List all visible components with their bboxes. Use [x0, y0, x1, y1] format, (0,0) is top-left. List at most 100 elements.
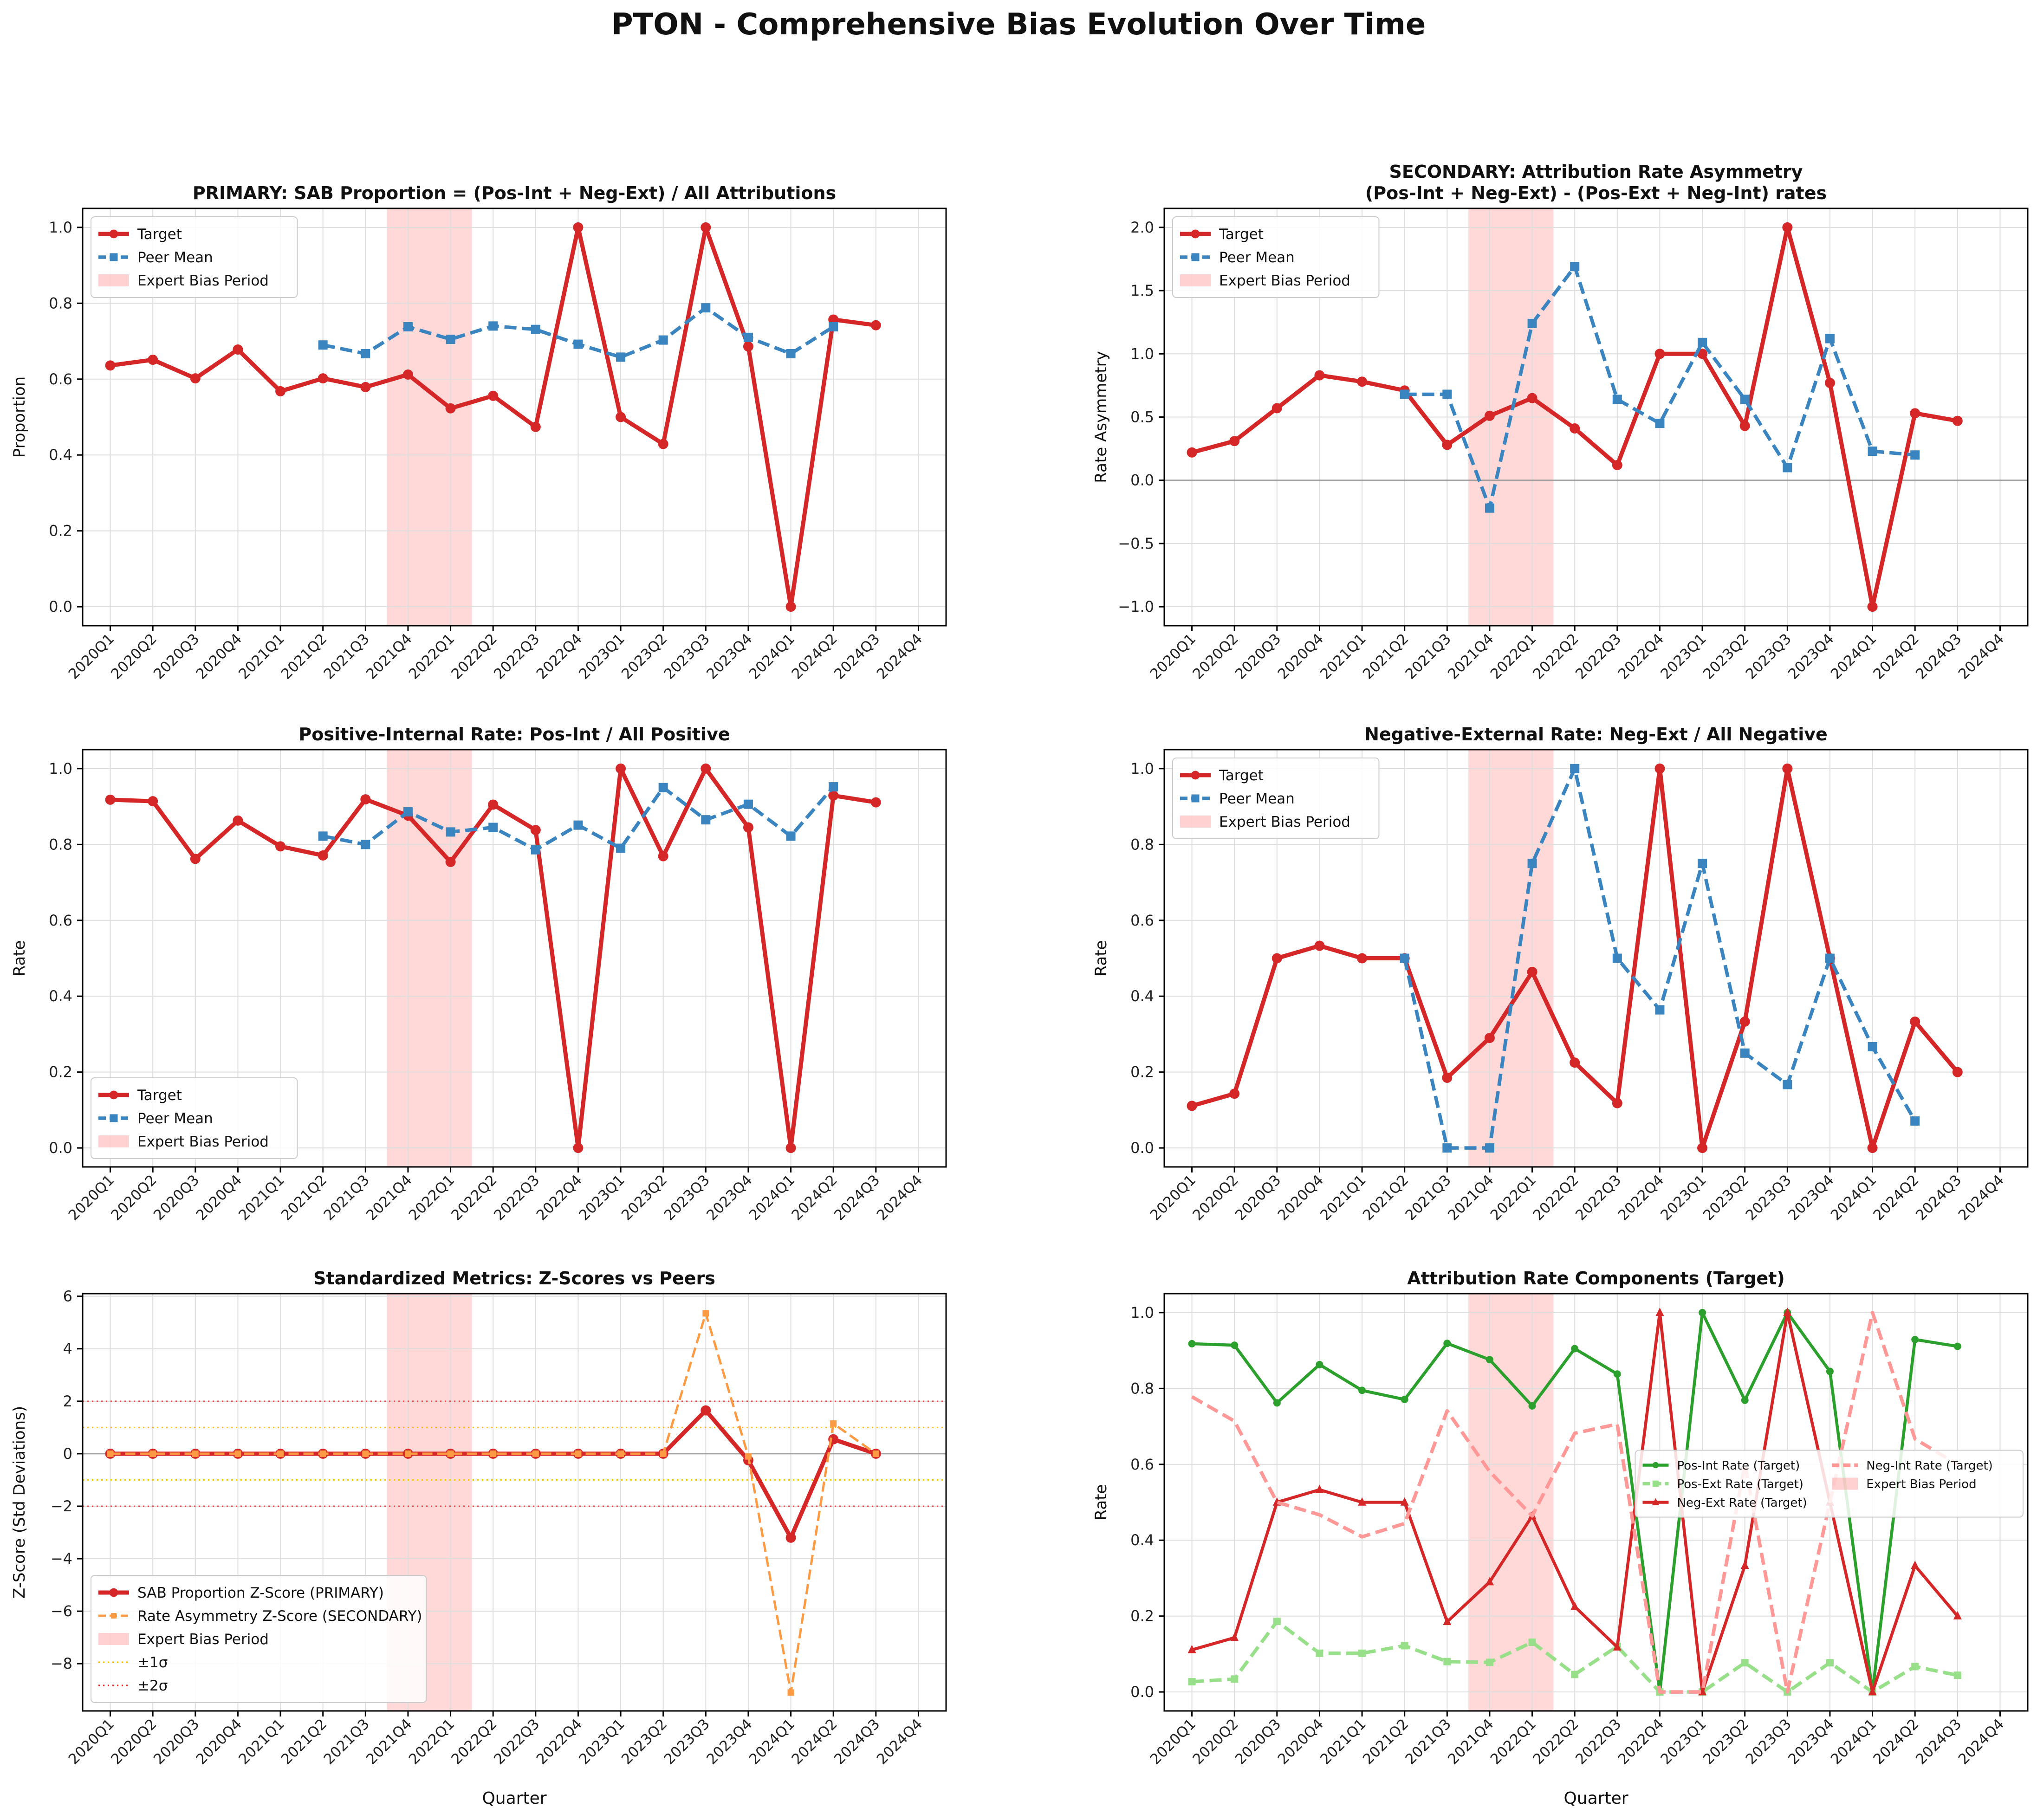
- legend-item: Rate Asymmetry Z-Score (SECONDARY): [98, 1608, 422, 1625]
- y-tick-label: 0.6: [1130, 1456, 1154, 1473]
- data-point: [190, 854, 201, 864]
- data-point: [1484, 410, 1495, 421]
- y-tick-label: 0.2: [1130, 1063, 1154, 1081]
- x-tick-label: 2024Q2: [788, 630, 840, 682]
- y-tick-label: 0.4: [1130, 987, 1154, 1005]
- data-point: [1740, 1561, 1749, 1569]
- legend-item: Target: [98, 226, 182, 243]
- legend-label: Expert Bias Period: [1219, 814, 1350, 830]
- legend-label: Target: [1219, 226, 1264, 243]
- y-tick-label: 0.0: [1130, 1139, 1154, 1157]
- subplot-title: Attribution Rate Components (Target): [1407, 1268, 1784, 1289]
- x-tick-label: 2022Q3: [491, 1172, 543, 1224]
- legend-marker: [1652, 1462, 1659, 1469]
- data-point: [616, 763, 626, 774]
- x-tick-label: 2020Q2: [108, 630, 160, 682]
- y-tick-label: 0.4: [1130, 1531, 1154, 1549]
- legend-box: [91, 1575, 427, 1703]
- data-point: [446, 334, 455, 344]
- subplot-title-line-2: (Pos-Int + Neg-Ext) - (Pos-Ext + Neg-Int…: [1365, 183, 1827, 203]
- data-point: [1698, 859, 1707, 868]
- x-tick-label: 2024Q1: [1828, 630, 1880, 682]
- legend-item: Neg-Ext Rate (Target): [1642, 1496, 1807, 1510]
- data-point: [488, 823, 498, 832]
- legend-item: ±2σ: [98, 1678, 168, 1694]
- x-tick-label: 2021Q2: [278, 630, 330, 682]
- x-tick-label: 2022Q4: [1615, 1716, 1667, 1768]
- legend-marker: [1191, 794, 1200, 803]
- legend-label: Target: [137, 1087, 182, 1104]
- data-point: [1229, 1088, 1240, 1099]
- subplot-3: 0.0 0.2 0.4 0.6 0.8 1.0 2020Q12020Q22020Q32020…: [10, 724, 947, 1224]
- y-tick-label: 1.0: [1130, 345, 1154, 363]
- subplot-title: Standardized Metrics: Z-Scores vs Peers: [313, 1268, 715, 1289]
- series-peer-mean: [318, 782, 838, 855]
- y-tick-label: 1.0: [49, 219, 72, 236]
- data-point: [149, 1450, 156, 1457]
- data-point: [318, 340, 328, 350]
- legend-label: Target: [1219, 767, 1264, 784]
- legend-label: Peer Mean: [137, 1110, 213, 1127]
- data-point: [660, 1450, 667, 1457]
- legend-label: Pos-Int Rate (Target): [1677, 1459, 1800, 1473]
- data-point: [573, 1143, 584, 1153]
- data-point: [573, 820, 583, 830]
- x-tick-label: 2022Q3: [1572, 1172, 1624, 1224]
- data-point: [1231, 1675, 1239, 1683]
- data-point: [1571, 1671, 1579, 1678]
- data-point: [190, 373, 201, 384]
- data-point: [1952, 415, 1963, 426]
- y-tick-label: 0.4: [49, 987, 72, 1005]
- data-point: [1740, 1048, 1750, 1058]
- data-point: [830, 1420, 837, 1427]
- x-tick-label: 2021Q3: [1402, 1172, 1454, 1224]
- data-point: [1655, 1005, 1665, 1015]
- x-tick-label: 2024Q1: [746, 1716, 798, 1768]
- data-point: [616, 843, 626, 853]
- x-tick-label: 2020Q1: [1147, 1172, 1199, 1224]
- x-tick-label: 2024Q3: [831, 1716, 883, 1768]
- data-point: [488, 390, 499, 401]
- x-tick-label: 2022Q2: [1530, 1172, 1582, 1224]
- data-point: [1315, 1484, 1324, 1493]
- x-tick-label: 2023Q1: [1657, 1716, 1709, 1768]
- data-point: [1826, 1367, 1834, 1375]
- data-point: [1911, 1663, 1919, 1671]
- x-tick-label: 2021Q3: [321, 1172, 373, 1224]
- axes-frame: [82, 1293, 947, 1712]
- data-point: [1314, 370, 1325, 381]
- series-target: [1187, 222, 1963, 612]
- legend: Target Peer Mean Expert Bias Period: [1172, 216, 1380, 298]
- data-point: [318, 831, 328, 841]
- x-tick-label: 2024Q3: [1913, 630, 1965, 682]
- data-point: [1867, 602, 1878, 612]
- legend-item: Peer Mean: [98, 1110, 213, 1127]
- legend-swatch: [98, 1135, 129, 1147]
- data-point: [107, 1450, 114, 1457]
- x-tick-label: 2020Q3: [1232, 1716, 1284, 1768]
- data-point: [785, 1532, 796, 1543]
- x-tick-label: 2021Q4: [363, 1172, 415, 1224]
- x-tick-label: 2023Q4: [703, 1172, 755, 1224]
- legend-item: Target: [1180, 767, 1264, 784]
- data-point: [490, 1450, 497, 1457]
- y-tick-label: 2.0: [1130, 219, 1154, 236]
- data-point: [1570, 262, 1580, 272]
- series-peer-mean: [318, 303, 838, 362]
- data-point: [233, 815, 243, 826]
- y-axis-label: Rate: [1092, 940, 1110, 977]
- x-tick-label: 2020Q2: [108, 1172, 160, 1224]
- data-point: [745, 1453, 752, 1460]
- data-point: [488, 321, 498, 331]
- series-target: [105, 222, 881, 612]
- x-tick-label: 2021Q1: [1317, 1172, 1369, 1224]
- data-point: [1570, 423, 1580, 434]
- data-point: [1910, 450, 1920, 460]
- data-point: [403, 807, 413, 817]
- y-tick-label: 1.5: [1130, 282, 1154, 299]
- data-point: [192, 1450, 199, 1457]
- data-point: [829, 322, 838, 331]
- data-point: [1783, 1080, 1792, 1089]
- data-point: [1655, 419, 1665, 428]
